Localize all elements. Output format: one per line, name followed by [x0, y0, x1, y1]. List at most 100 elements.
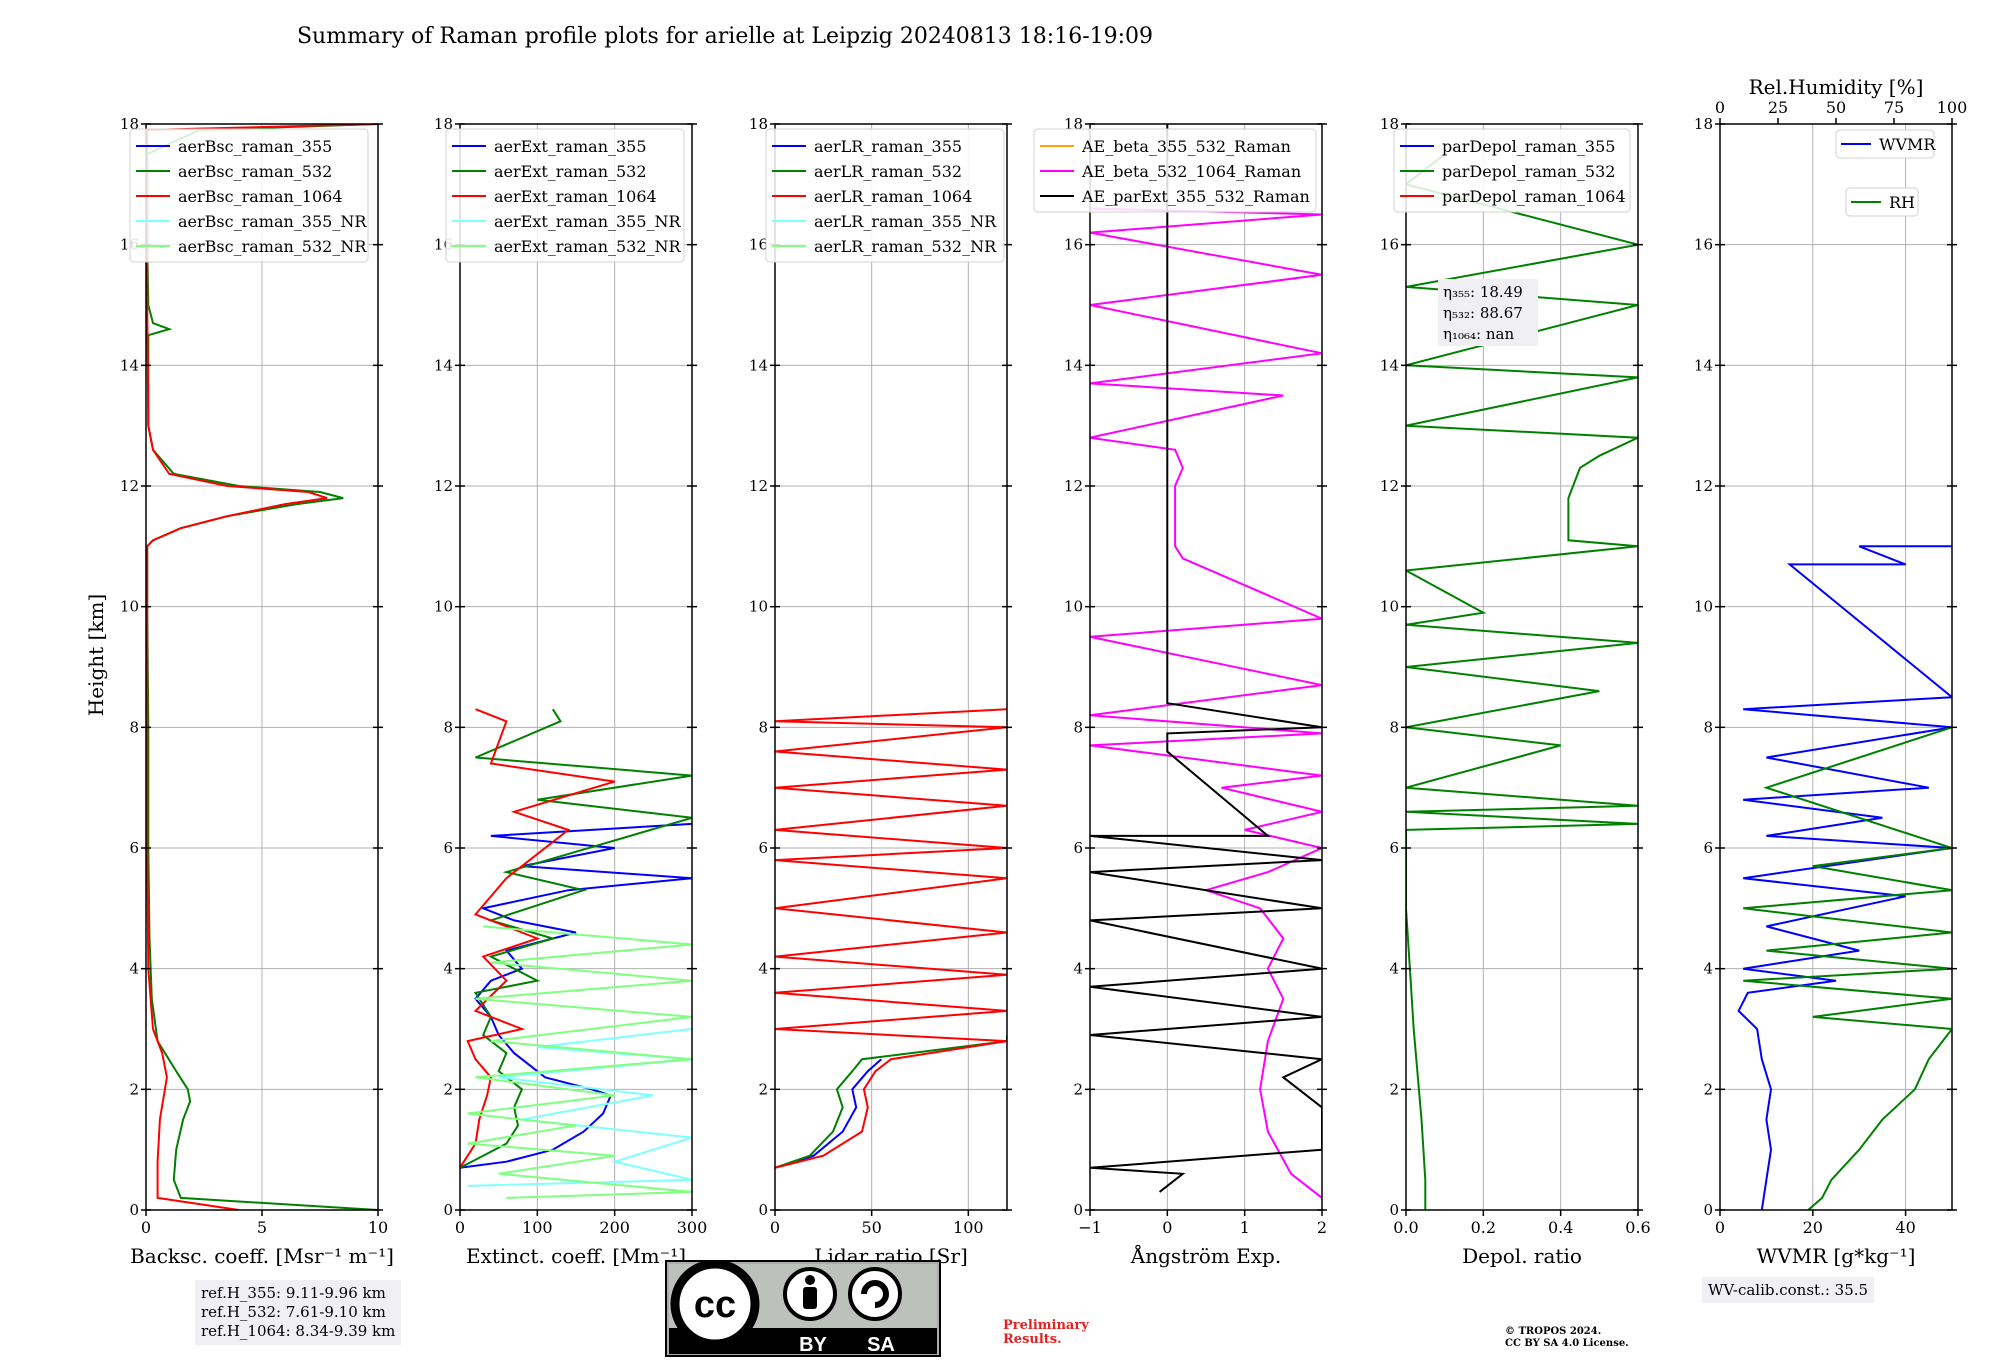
- x-tick-label-ext: 200: [599, 1218, 630, 1237]
- y-tick-label-pdr: 10: [1380, 598, 1399, 616]
- legend-lr: aerLR_raman_355 aerLR_raman_532 aerLR_rama…: [765, 128, 1005, 263]
- y-tick-label-bsc: 2: [129, 1080, 139, 1098]
- ref-height-1064: ref.H_1064: 8.34-9.39 km: [201, 1322, 396, 1340]
- y-tick-label-pdr: 12: [1380, 477, 1399, 495]
- legend-box: [1393, 128, 1631, 213]
- legend-box: [445, 128, 685, 263]
- legend-label-aerExt_raman_532_NR: aerExt_raman_532_NR: [494, 237, 682, 256]
- legend-ext: aerExt_raman_355 aerExt_raman_532 aerExt_r…: [445, 128, 685, 263]
- y-tick-label-wv: 6: [1703, 839, 1713, 857]
- x-tick-label-lr: 100: [953, 1218, 984, 1237]
- y-tick-label-ae: 10: [1064, 598, 1083, 616]
- axes-frame-wv: [1719, 123, 1953, 1211]
- x-axis-label-wv: WVMR [g*kg⁻¹]: [1757, 1244, 1916, 1268]
- eta-box-bg: [1438, 279, 1538, 346]
- series-AE_beta_532_1064_Raman: [1090, 207, 1322, 1199]
- top-x-tick-label-wv: 25: [1768, 98, 1788, 117]
- sa-label: SA: [867, 1334, 895, 1356]
- y-tick-label-lr: 14: [749, 356, 768, 374]
- y-tick-label-bsc: 10: [120, 598, 139, 616]
- legend-label-parDepol_raman_1064: parDepol_raman_1064: [1442, 187, 1626, 206]
- y-tick-label-bsc: 14: [120, 356, 139, 374]
- y-tick-label-ext: 0: [443, 1201, 453, 1219]
- legend-RH: RH: [1845, 187, 1919, 217]
- eta1064-text: η₁₀₆₄: nan: [1443, 325, 1514, 343]
- sa-arrow-icon: [861, 1280, 889, 1308]
- x-tick-label-ext: 100: [522, 1218, 553, 1237]
- y-tick-label-wv: 14: [1694, 356, 1713, 374]
- preliminary-note: Preliminary Results.: [1003, 1319, 1089, 1347]
- legend-label-aerExt_raman_1064: aerExt_raman_1064: [494, 187, 657, 206]
- x-axis-label-bsc: Backsc. coeff. [Msr⁻¹ m⁻¹]: [130, 1244, 394, 1268]
- series-WVMR: [1737, 545, 1952, 1210]
- y-tick-label-lr: 12: [749, 477, 768, 495]
- y-tick-label-wv: 18: [1694, 115, 1713, 133]
- figure-title: Summary of Raman profile plots for ariel…: [297, 24, 1153, 49]
- y-tick-label-ae: 12: [1064, 477, 1083, 495]
- y-tick-label-ext: 4: [443, 960, 453, 978]
- x-tick-label-ae: 0: [1162, 1218, 1172, 1237]
- x-tick-label-pdr: 0.0: [1393, 1218, 1418, 1237]
- eta355-text: η₃₅₅: 18.49: [1443, 283, 1523, 301]
- legend-label-aerLR_raman_1064: aerLR_raman_1064: [814, 187, 972, 206]
- by-person-head-icon: [805, 1275, 815, 1285]
- x-tick-label-lr: 0: [770, 1218, 780, 1237]
- y-tick-label-pdr: 8: [1389, 718, 1399, 736]
- legend-label-aerLR_raman_532: aerLR_raman_532: [814, 162, 962, 181]
- x-tick-label-bsc: 0: [141, 1218, 151, 1237]
- y-tick-label-bsc: 6: [129, 839, 139, 857]
- top-x-tick-label-wv: 50: [1826, 98, 1846, 117]
- y-tick-label-lr: 2: [758, 1080, 768, 1098]
- y-tick-label-ae: 14: [1064, 356, 1083, 374]
- y-tick-label-ae: 2: [1073, 1080, 1083, 1098]
- sa-share-icon: [848, 1267, 902, 1321]
- y-tick-label-lr: 0: [758, 1201, 768, 1219]
- legend-label-aerBsc_raman_355: aerBsc_raman_355: [178, 137, 332, 156]
- wv-calibration-box: WV-calib.const.: 35.5: [1702, 1277, 1875, 1303]
- wv-calibration-text: WV-calib.const.: 35.5: [1708, 1281, 1869, 1299]
- series-aerBsc_raman_532: [146, 124, 378, 1210]
- x-tick-label-ae: 2: [1317, 1218, 1327, 1237]
- series-aerLR_raman_532: [775, 1035, 1007, 1169]
- y-tick-label-lr: 6: [758, 839, 768, 857]
- x-axis-label-pdr: Depol. ratio: [1462, 1244, 1582, 1268]
- cc-circle-icon: [670, 1260, 760, 1349]
- series-RH: [1743, 726, 1952, 1210]
- x-tick-label-ext: 300: [677, 1218, 708, 1237]
- y-tick-label-wv: 8: [1703, 718, 1713, 736]
- y-tick-label-wv: 4: [1703, 960, 1713, 978]
- y-tick-label-pdr: 18: [1380, 115, 1399, 133]
- legend-label-aerBsc_raman_532: aerBsc_raman_532: [178, 162, 332, 181]
- y-tick-label-ae: 4: [1073, 960, 1083, 978]
- y-tick-label-lr: 4: [758, 960, 768, 978]
- eta-box: η₃₅₅: 18.49 η₅₃₂: 88.67 η₁₀₆₄: nan: [1438, 279, 1538, 346]
- x-tick-label-wv: 0: [1715, 1218, 1725, 1237]
- y-tick-label-ae: 6: [1073, 839, 1083, 857]
- legend-label-parDepol_raman_355: parDepol_raman_355: [1442, 137, 1615, 156]
- x-axis-label-ext: Extinct. coeff. [Mm⁻¹]: [466, 1244, 686, 1268]
- series-parDepol_raman_532: [1406, 153, 1638, 1210]
- panel-pdr: 0 2 4 6 8 10 12 14 16 18 0.0 0.2 0.4 0.6 Depol. ratio p…: [1380, 115, 1651, 1268]
- series-aerBsc_raman_1064: [146, 124, 378, 1210]
- x-tick-label-pdr: 0.6: [1625, 1218, 1650, 1237]
- y-axis-label: Height [km]: [84, 594, 108, 716]
- y-tick-label-pdr: 16: [1380, 236, 1399, 254]
- y-tick-label-wv: 12: [1694, 477, 1713, 495]
- copyright-line2: CC BY SA 4.0 License.: [1505, 1338, 1629, 1349]
- x-tick-label-bsc: 5: [257, 1218, 267, 1237]
- legend-WVMR: WVMR: [1835, 129, 1936, 159]
- legend-box: [1033, 128, 1317, 213]
- series-aerLR_raman_1064: [775, 708, 1007, 1169]
- y-tick-label-lr: 16: [749, 236, 768, 254]
- ref-height-532: ref.H_532: 7.61-9.10 km: [201, 1303, 386, 1321]
- legend-box: [129, 128, 369, 263]
- top-x-tick-label-wv: 100: [1937, 98, 1968, 117]
- legend-label-aerExt_raman_532: aerExt_raman_532: [494, 162, 647, 181]
- by-person-body-icon: [803, 1287, 817, 1309]
